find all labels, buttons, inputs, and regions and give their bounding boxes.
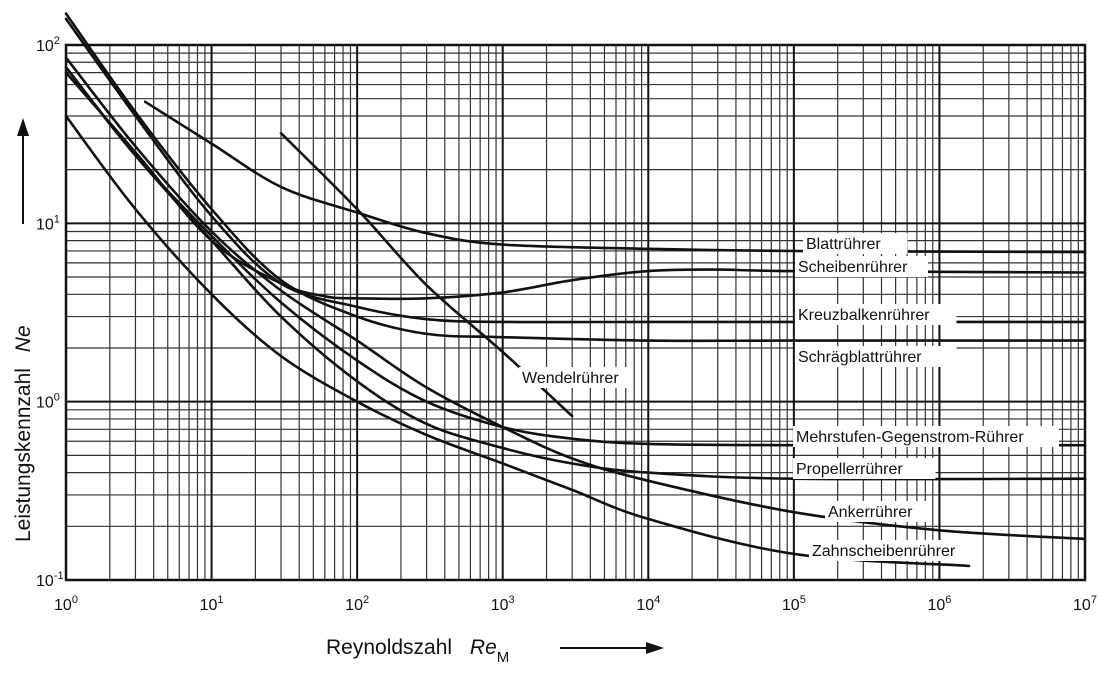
x-tick-base: 10	[200, 597, 218, 614]
y-tick-exponent: 0	[54, 392, 60, 404]
series-label-bg	[793, 458, 936, 479]
y-axis-symbol: Ne	[12, 325, 35, 352]
series-label-bg	[793, 426, 1059, 447]
x-tick-label: 107	[1073, 594, 1097, 614]
x-tick-label: 106	[927, 594, 951, 614]
y-axis-label: Leistungskennzahl	[12, 368, 35, 542]
series-lines	[64, 12, 1087, 568]
series-label-bg	[825, 501, 930, 522]
series-line-propellerruehrer	[64, 66, 1087, 481]
series-line-kreuzbalkenruehrer	[64, 17, 1087, 324]
series-label-bg	[803, 233, 908, 254]
series-line-scheibenruehrer	[64, 71, 1087, 301]
series-label: Ankerrührer	[828, 504, 913, 521]
y-tick-base: 10	[36, 395, 54, 412]
series-label-bg	[519, 367, 633, 388]
series-label-bg	[809, 540, 980, 561]
series-label: Wendelrührer	[522, 370, 619, 387]
series-line-zahnscheibenruehrer	[64, 114, 971, 568]
x-axis-subscript: M	[497, 649, 510, 666]
plot-frame	[64, 43, 1087, 582]
y-tick-exponent: 2	[54, 35, 60, 47]
y-tick-base: 10	[36, 573, 54, 590]
x-axis-arrowhead	[646, 642, 664, 654]
x-axis-symbol: Re	[470, 636, 497, 659]
minor-grid	[66, 45, 1085, 580]
y-axis-title: Leistungskennzahl Ne	[12, 118, 35, 542]
x-tick-base: 10	[636, 597, 654, 614]
series-labels: Blattrührer Scheibenrührer Kreuzbalkenrühr…	[519, 233, 1059, 561]
y-axis-arrowhead	[17, 118, 29, 136]
x-tick-exponent: 4	[654, 594, 660, 606]
series-label: Zahnscheibenrührer	[812, 543, 956, 560]
x-tick-exponent: 2	[363, 594, 369, 606]
svg-text:Reynoldszahl ReM: Reynoldszahl ReM	[326, 636, 509, 666]
x-tick-base: 10	[927, 597, 945, 614]
x-tick-exponent: 5	[800, 594, 806, 606]
y-tick-label: 100	[36, 392, 60, 412]
x-tick-base: 10	[491, 597, 509, 614]
y-tick-base: 10	[36, 38, 54, 55]
series-label: Propellerrührer	[796, 461, 903, 478]
series-label: Scheibenrührer	[798, 259, 908, 276]
x-tick-label: 103	[491, 594, 515, 614]
x-tick-exponent: 3	[509, 594, 515, 606]
x-tick-label: 101	[200, 594, 224, 614]
series-label: Schrägblattrührer	[798, 349, 922, 366]
x-tick-exponent: 7	[1091, 594, 1097, 606]
series-label: Kreuzbalkenrührer	[798, 307, 930, 324]
svg-text:Leistungskennzahl Ne: Leistungskennzahl Ne	[12, 325, 35, 542]
x-tick-label: 105	[782, 594, 806, 614]
series-label: Blattrührer	[806, 236, 881, 253]
x-tick-exponent: 1	[217, 594, 223, 606]
x-tick-label: 102	[345, 594, 369, 614]
series-line-schraegblattruehrer	[64, 12, 1087, 343]
y-tick-label: 101	[36, 213, 60, 233]
x-tick-exponent: 0	[72, 594, 78, 606]
x-tick-labels: 100 101 102 103 104 105 106 107	[54, 594, 1097, 614]
y-tick-exponent: 1	[54, 213, 60, 225]
series-label-bg	[795, 256, 928, 277]
x-axis-title: Reynoldszahl ReM	[326, 636, 664, 666]
x-tick-base: 10	[1073, 597, 1091, 614]
series-label-bg	[795, 304, 957, 325]
series-label: Mehrstufen-Gegenstrom-Rührer	[796, 429, 1024, 446]
y-tick-base: 10	[36, 216, 54, 233]
x-tick-exponent: 6	[945, 594, 951, 606]
x-tick-label: 100	[54, 594, 78, 614]
x-tick-base: 10	[54, 597, 72, 614]
x-axis-label: Reynoldszahl	[326, 636, 452, 659]
y-tick-label: 10-1	[36, 570, 64, 590]
series-line-blattruehrer	[143, 100, 1087, 254]
y-tick-label: 102	[36, 35, 60, 55]
x-tick-base: 10	[782, 597, 800, 614]
x-tick-base: 10	[345, 597, 363, 614]
x-tick-label: 104	[636, 594, 660, 614]
y-tick-exponent: -1	[54, 570, 64, 582]
series-line-mehrstufen-gegenstrom-ruehrer	[64, 66, 1087, 447]
series-label-bg	[795, 346, 957, 367]
